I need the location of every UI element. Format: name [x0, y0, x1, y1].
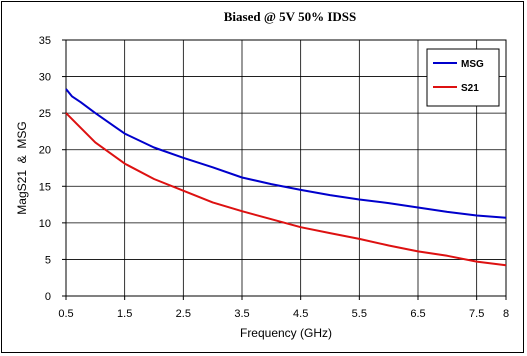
y-tick-label: 30: [39, 72, 51, 84]
legend-label-s21: S21: [461, 83, 479, 94]
x-tick-label: 8: [503, 308, 509, 320]
x-tick-label: 5.5: [352, 308, 367, 320]
legend-label-msg: MSG: [461, 59, 484, 70]
legend: MSG S21: [426, 48, 500, 107]
x-tick-label: 7.5: [469, 308, 484, 320]
y-tick-label: 5: [45, 254, 51, 266]
series-line-msg: [65, 88, 507, 219]
series-lines: [65, 88, 507, 267]
plot-area: [65, 39, 507, 297]
legend-box: [426, 48, 500, 107]
y-tick-label: 25: [39, 108, 51, 120]
y-axis: 0 5 10 15 20 25 30 35: [39, 35, 66, 303]
x-tick-label: 0.5: [58, 308, 73, 320]
y-tick-label: 15: [39, 181, 51, 193]
x-axis: 0.5 1.5 2.5 3.5 4.5 5.5 6.5 7.5 8: [58, 296, 509, 320]
chart-title: Biased @ 5V 50% IDSS: [224, 9, 357, 24]
y-axis-label: MagS21 & MSG: [15, 121, 29, 214]
x-axis-label: Frequency (GHz): [240, 326, 332, 340]
y-tick-label: 0: [45, 291, 51, 303]
x-tick-label: 2.5: [176, 308, 191, 320]
y-tick-label: 20: [39, 145, 51, 157]
x-tick-label: 4.5: [293, 308, 308, 320]
y-tick-label: 35: [39, 35, 51, 47]
x-tick-label: 1.5: [117, 308, 132, 320]
series-line-s21: [65, 112, 507, 267]
x-tick-label: 3.5: [234, 308, 249, 320]
y-tick-label: 10: [39, 218, 51, 230]
x-tick-label: 6.5: [410, 308, 425, 320]
